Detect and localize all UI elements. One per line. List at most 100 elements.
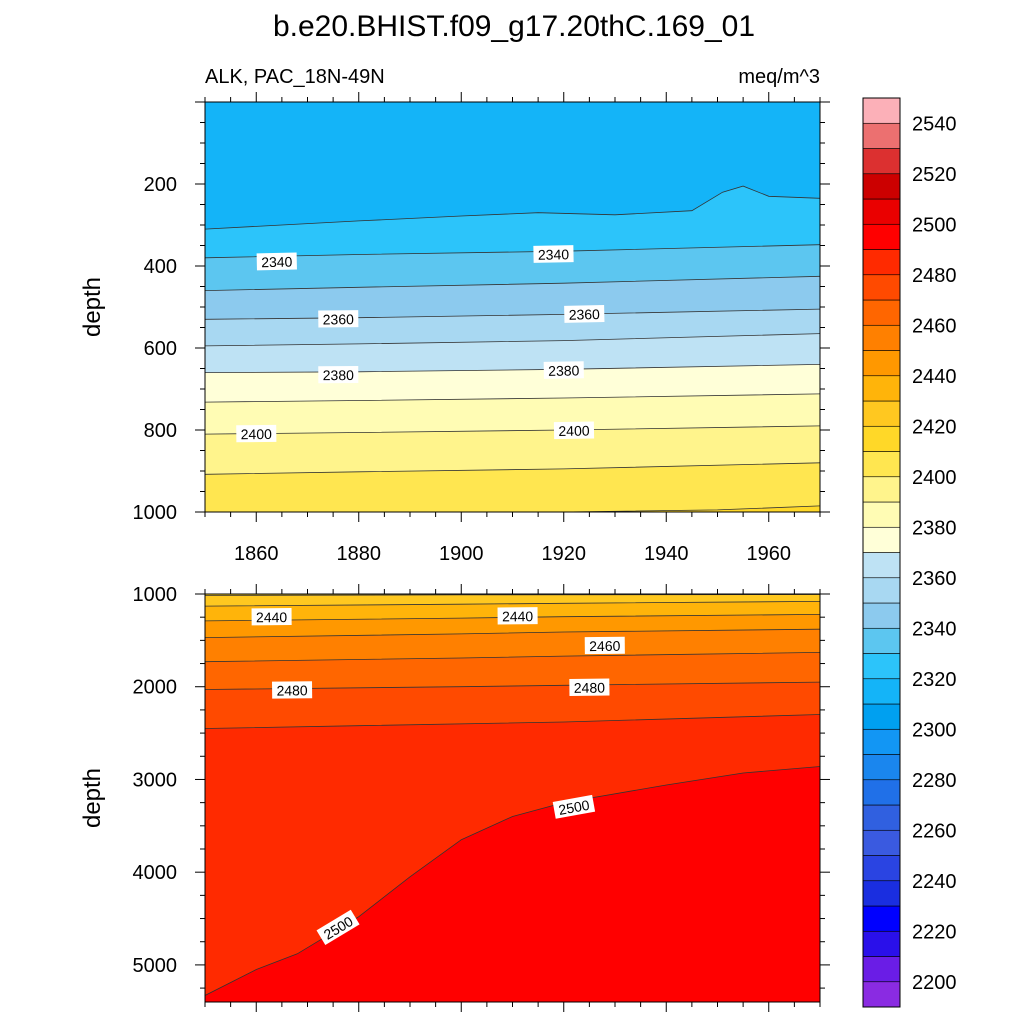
- colorbar-box: [862, 526, 901, 553]
- colorbar-box: [862, 122, 901, 149]
- contour-line-2500: [205, 766, 820, 996]
- colorbar-label: 2320: [912, 669, 957, 691]
- x-tick-label: 1860: [234, 543, 279, 565]
- colorbar-box: [862, 451, 901, 478]
- contour-line-2370: [205, 333, 820, 347]
- contour-line-2490: [205, 714, 820, 729]
- colorbar-label: 2280: [912, 770, 957, 792]
- colorbar-box: [862, 400, 901, 427]
- colorbar-label: 2200: [912, 972, 957, 994]
- colorbar-label: 2540: [912, 113, 957, 135]
- contour-line-2360: [205, 308, 820, 320]
- contour-line-2380: [205, 364, 820, 373]
- colorbar-box: [862, 375, 901, 402]
- colorbar-box: [862, 198, 901, 225]
- contour-line-2480: [205, 681, 820, 690]
- colorbar-frame: [862, 97, 901, 1008]
- y-axis-title: depth: [79, 768, 106, 828]
- x-tick-label: 1920: [542, 543, 587, 565]
- colorbar-box: [862, 804, 901, 831]
- plot-area: 2340 2340 2360 2360 2380 2380 2400 2400: [205, 102, 820, 512]
- y-tick-label: 1000: [133, 584, 178, 606]
- colorbar-box: [862, 880, 901, 907]
- colorbar-box: [862, 299, 901, 326]
- y-tick-label: 400: [144, 256, 177, 278]
- y-tick-label: 2000: [133, 677, 178, 699]
- contour-band-2420: [205, 505, 820, 512]
- colorbar-label: 2260: [912, 820, 957, 842]
- contour-label-text: 2460: [589, 638, 621, 654]
- contour-label-text: 2440: [256, 609, 287, 625]
- colorbar-box: [862, 627, 901, 654]
- colorbar-box: [862, 829, 901, 856]
- colorbar-box: [862, 501, 901, 528]
- contour-line-2460: [205, 628, 820, 638]
- contour-label-text: 2340: [538, 246, 570, 263]
- colorbar-box: [862, 274, 901, 301]
- contour-line-2400: [205, 425, 820, 435]
- colorbar-label: 2240: [912, 871, 957, 893]
- x-tick-label: 1960: [747, 543, 792, 565]
- colorbar-box: [862, 754, 901, 781]
- colorbar-box: [862, 930, 901, 957]
- colorbar-label: 2420: [912, 416, 957, 438]
- colorbar-box: [862, 148, 901, 175]
- colorbar-box: [862, 249, 901, 276]
- contour-label: 2400: [553, 421, 595, 440]
- colorbar-label: 2500: [912, 214, 957, 236]
- colorbar-box: [862, 956, 901, 983]
- contour-label-text: 2500: [557, 797, 591, 818]
- colorbar-label: 2480: [912, 265, 957, 287]
- contour-label: 2480: [569, 678, 610, 696]
- contour-line-2390: [205, 393, 820, 403]
- x-tick-label: 1880: [337, 543, 382, 565]
- colorbar-box: [862, 425, 901, 452]
- contour-label: 2340: [533, 245, 574, 263]
- contour-line-2350: [205, 275, 820, 291]
- contour-label: 2400: [236, 424, 277, 443]
- contour-label-text: 2480: [574, 680, 606, 696]
- contour-label-text: 2440: [502, 608, 533, 624]
- contour-label: 2360: [564, 304, 605, 323]
- variable-label: ALK, PAC_18N-49N: [205, 66, 385, 88]
- colorbar-label: 2440: [912, 366, 957, 388]
- colorbar-box: [862, 678, 901, 705]
- y-tick-label: 600: [144, 338, 177, 360]
- y-axis-title: depth: [79, 277, 106, 337]
- colorbar-box: [862, 97, 901, 124]
- contour-label: 2380: [543, 361, 584, 379]
- y-tick-label: 1000: [133, 502, 178, 524]
- colorbar-label: 2380: [912, 517, 957, 539]
- contour-label: 2340: [256, 252, 297, 271]
- colorbar-box: [862, 173, 901, 200]
- contour-label-text: 2340: [261, 254, 293, 271]
- contour-line-2470: [205, 652, 820, 663]
- colorbar-box: [862, 905, 901, 932]
- contour-band-2410: [205, 462, 820, 512]
- contour-line-2440: [205, 601, 820, 607]
- contour-label-text: 2380: [548, 362, 580, 378]
- contour-label-text: 2400: [241, 426, 273, 442]
- contour-band-2500: [205, 766, 820, 1002]
- y-tick-label: 4000: [133, 862, 178, 884]
- colorbar-box: [862, 350, 901, 377]
- colorbar-box: [862, 981, 901, 1008]
- colorbar-box: [862, 223, 901, 250]
- colorbar-box: [862, 855, 901, 882]
- colorbar-label: 2460: [912, 315, 957, 337]
- colorbar-label: 2340: [912, 618, 957, 640]
- contour-label: 2480: [272, 681, 313, 699]
- contour-label: 2460: [584, 636, 625, 655]
- contour-label-text: 2360: [323, 311, 355, 327]
- y-tick-label: 800: [144, 420, 177, 442]
- y-tick-label: 200: [144, 174, 177, 196]
- contour-line-2410: [205, 462, 820, 475]
- colorbar-box: [862, 602, 901, 629]
- colorbar-box: [862, 476, 901, 503]
- colorbar-label: 2300: [912, 719, 957, 741]
- units-label: meq/m^3: [738, 66, 820, 88]
- contour-label: 2440: [497, 607, 538, 625]
- contour-label-text: 2360: [569, 306, 601, 323]
